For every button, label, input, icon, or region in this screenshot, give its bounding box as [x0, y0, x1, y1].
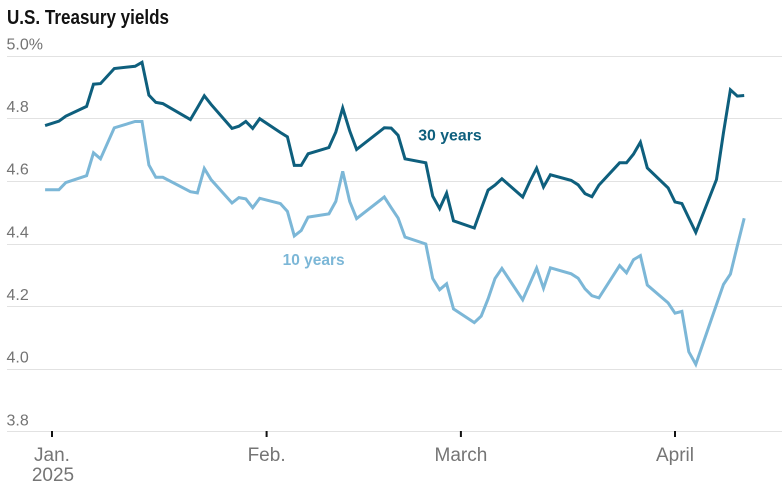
svg-text:30 years: 30 years [418, 128, 482, 145]
svg-text:4.8: 4.8 [7, 99, 29, 116]
svg-text:4.4: 4.4 [7, 224, 29, 241]
svg-text:4.6: 4.6 [7, 162, 29, 179]
svg-text:Jan.: Jan. [34, 445, 70, 466]
svg-text:3.8: 3.8 [7, 412, 29, 429]
svg-text:Feb.: Feb. [248, 445, 286, 466]
svg-text:April: April [656, 445, 694, 466]
svg-text:2025: 2025 [32, 465, 74, 486]
svg-text:U.S. Treasury yields: U.S. Treasury yields [7, 7, 169, 29]
svg-text:5.0%: 5.0% [7, 36, 43, 53]
svg-text:10 years: 10 years [283, 252, 345, 269]
svg-text:4.0: 4.0 [7, 350, 29, 367]
svg-text:March: March [435, 445, 488, 466]
svg-text:4.2: 4.2 [7, 287, 29, 304]
